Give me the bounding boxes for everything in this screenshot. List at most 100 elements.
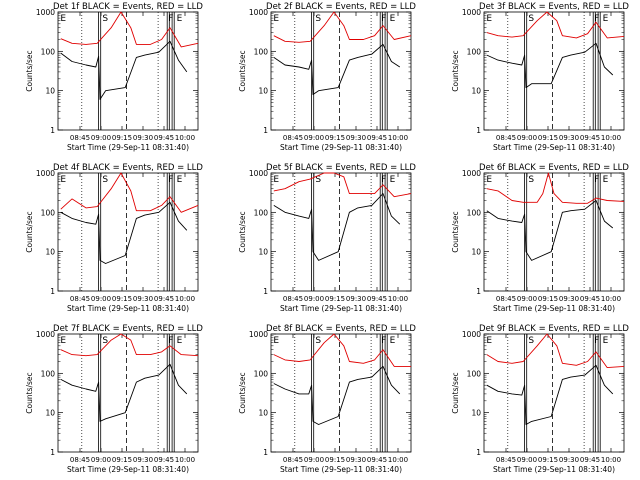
x-tick-label: 09:30 — [559, 295, 579, 303]
events-series — [486, 200, 614, 261]
x-tick-label: 09:30 — [346, 456, 366, 464]
plot-frame — [483, 172, 625, 292]
marker-letter: S — [528, 14, 534, 24]
x-tick-label: 09:45 — [580, 295, 600, 303]
y-axis-label: Counts/sec — [25, 372, 34, 413]
y-tick-label: 100 — [467, 47, 482, 56]
y-axis-label: Counts/sec — [238, 50, 247, 91]
y-tick-label: 100 — [254, 208, 269, 217]
panel-det-2: Det 2f BLACK = Events, RED = LLD 1 10 100 10… — [238, 2, 416, 152]
x-tick-label: 09:15 — [538, 295, 558, 303]
plot-frame — [57, 172, 199, 292]
marker-letter: S — [102, 336, 108, 346]
x-tick-label: 09:45 — [367, 295, 387, 303]
y-tick-label: 10 — [471, 87, 481, 96]
x-axis-label: Start Time (29-Sep-11 08:31:40) — [280, 465, 402, 474]
x-tick-label: 09:00 — [517, 134, 537, 142]
y-axis-label: Counts/sec — [451, 372, 460, 413]
x-axis-label: Start Time (29-Sep-11 08:31:40) — [493, 304, 615, 313]
marker-letter: F — [168, 175, 173, 185]
x-tick-label: 10:00 — [388, 134, 408, 142]
x-tick-label: 09:45 — [154, 456, 174, 464]
x-axis-label: Start Time (29-Sep-11 08:31:40) — [493, 465, 615, 474]
panel-det-9: Det 9f BLACK = Events, RED = LLD 1 10 100 10… — [451, 324, 629, 474]
marker-letter: S — [102, 175, 108, 185]
panel-det-8: Det 8f BLACK = Events, RED = LLD 1 10 100 10… — [238, 324, 416, 474]
lld-series — [486, 333, 625, 369]
x-tick-label: 09:15 — [538, 134, 558, 142]
marker-letter: F — [594, 336, 599, 346]
y-tick-label: 1 — [263, 126, 268, 135]
plot-frame — [483, 333, 625, 453]
x-axis-label: Start Time (29-Sep-11 08:31:40) — [67, 304, 189, 313]
marker-letter: E — [177, 175, 183, 185]
marker-letter: S — [528, 175, 534, 185]
events-series — [273, 43, 401, 95]
y-tick-label: 10 — [258, 248, 268, 257]
panel-det-4: Det 4f BLACK = Events, RED = LLD 1 10 100 10… — [25, 163, 203, 313]
marker-letter: E — [486, 175, 492, 185]
x-tick-label: 09:45 — [367, 134, 387, 142]
x-tick-label: 09:00 — [517, 456, 537, 464]
lld-series — [273, 11, 412, 43]
y-tick-label: 10 — [45, 87, 55, 96]
lld-series — [273, 172, 412, 198]
y-axis-label: Counts/sec — [25, 50, 34, 91]
x-tick-label: 09:00 — [517, 295, 537, 303]
x-tick-label: 08:45 — [283, 456, 303, 464]
marker-letter: F — [594, 175, 599, 185]
y-tick-label: 1000 — [36, 169, 55, 178]
y-tick-label: 100 — [254, 47, 269, 56]
marker-letter: F — [381, 175, 386, 185]
x-tick-label: 10:00 — [388, 295, 408, 303]
y-tick-label: 10 — [471, 248, 481, 257]
events-series — [486, 364, 614, 425]
panel-det-6: Det 6f BLACK = Events, RED = LLD 1 10 100 10… — [451, 163, 629, 313]
y-tick-label: 1 — [476, 126, 481, 135]
lld-series — [60, 11, 199, 48]
y-tick-label: 1000 — [462, 8, 481, 17]
x-tick-label: 09:15 — [325, 295, 345, 303]
x-tick-label: 09:00 — [91, 456, 111, 464]
y-tick-label: 1000 — [462, 330, 481, 339]
x-tick-label: 08:45 — [70, 456, 90, 464]
panel-title: Det 1f BLACK = Events, RED = LLD — [53, 2, 203, 12]
marker-letter: E — [273, 336, 279, 346]
plot-frame — [57, 333, 199, 453]
x-tick-label: 09:45 — [154, 134, 174, 142]
panel-title: Det 4f BLACK = Events, RED = LLD — [53, 163, 203, 173]
panel-det-5: Det 5f BLACK = Events, RED = LLD 1 10 100 10… — [238, 163, 416, 313]
x-tick-label: 09:45 — [580, 456, 600, 464]
marker-letter: E — [603, 336, 609, 346]
y-tick-label: 100 — [41, 208, 56, 217]
marker-letter: E — [603, 14, 609, 24]
x-tick-label: 10:00 — [175, 295, 195, 303]
panel-det-3: Det 3f BLACK = Events, RED = LLD 1 10 100 10… — [451, 2, 629, 152]
y-tick-label: 1 — [476, 448, 481, 457]
x-tick-label: 09:15 — [112, 134, 132, 142]
x-tick-label: 09:45 — [367, 456, 387, 464]
panel-det-7: Det 7f BLACK = Events, RED = LLD 1 10 100 10… — [25, 324, 203, 474]
x-axis-label: Start Time (29-Sep-11 08:31:40) — [67, 143, 189, 152]
x-tick-label: 08:45 — [283, 134, 303, 142]
y-tick-label: 100 — [467, 369, 482, 378]
y-axis-label: Counts/sec — [451, 211, 460, 252]
marker-letter: E — [486, 14, 492, 24]
y-tick-label: 1 — [263, 448, 268, 457]
x-tick-label: 09:30 — [133, 134, 153, 142]
x-tick-label: 09:00 — [91, 134, 111, 142]
x-tick-label: 09:30 — [133, 456, 153, 464]
y-tick-label: 1 — [50, 126, 55, 135]
x-tick-label: 10:00 — [388, 456, 408, 464]
marker-letter: F — [594, 14, 599, 24]
x-axis-label: Start Time (29-Sep-11 08:31:40) — [67, 465, 189, 474]
y-tick-label: 1000 — [249, 169, 268, 178]
marker-letter: E — [273, 175, 279, 185]
lld-series — [60, 333, 199, 357]
y-tick-label: 100 — [41, 47, 56, 56]
lld-series — [486, 11, 625, 39]
lld-series — [486, 172, 625, 204]
y-tick-label: 10 — [45, 248, 55, 257]
events-series — [60, 363, 188, 422]
x-tick-label: 10:00 — [175, 134, 195, 142]
